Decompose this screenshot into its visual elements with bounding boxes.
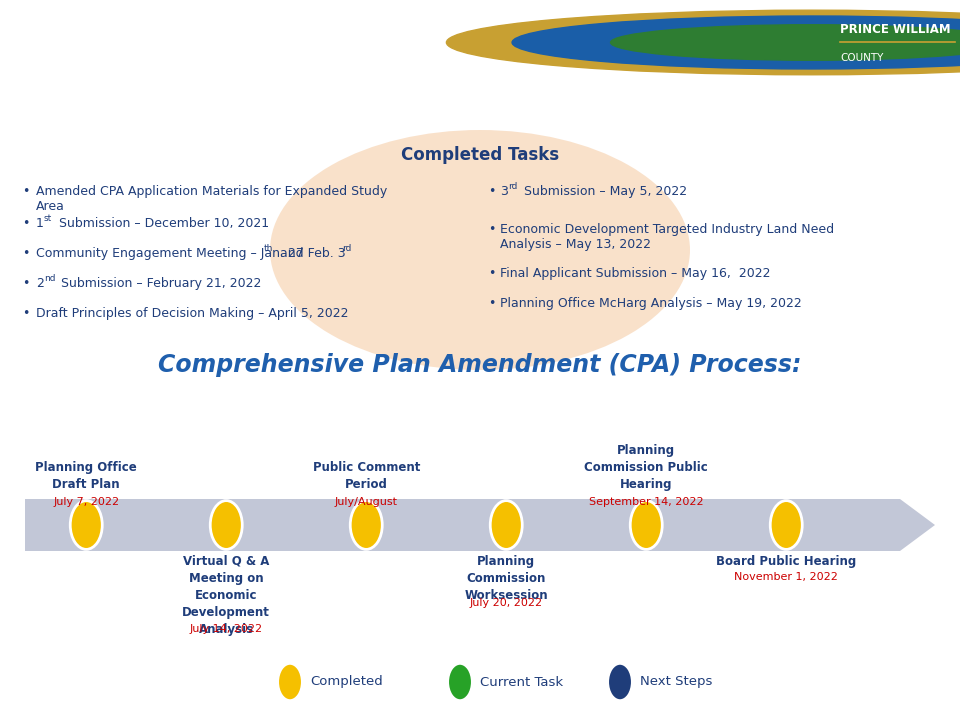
Text: •: • <box>22 247 30 260</box>
Circle shape <box>611 24 960 60</box>
Text: Submission – May 5, 2022: Submission – May 5, 2022 <box>520 185 687 198</box>
Text: COUNTY: COUNTY <box>840 53 883 63</box>
Text: Amended CPA Application Materials for Expanded Study
Area: Amended CPA Application Materials for Ex… <box>36 185 387 213</box>
Text: Next Steps: Next Steps <box>640 675 712 688</box>
Ellipse shape <box>210 500 242 549</box>
Text: July 14, 2022: July 14, 2022 <box>190 624 263 634</box>
Text: th: th <box>264 244 274 253</box>
Text: nd: nd <box>44 274 56 283</box>
Circle shape <box>512 16 960 69</box>
Text: Community Engagement Meeting – Jan. 27: Community Engagement Meeting – Jan. 27 <box>36 247 304 260</box>
Text: and Feb. 3: and Feb. 3 <box>276 247 346 260</box>
Text: Draft Principles of Decision Making – April 5, 2022: Draft Principles of Decision Making – Ap… <box>36 307 348 320</box>
Ellipse shape <box>350 500 382 549</box>
Text: September 14, 2022: September 14, 2022 <box>588 497 704 507</box>
Text: •: • <box>488 185 495 198</box>
Text: Comprehensive Plan Amendment (CPA) Process:: Comprehensive Plan Amendment (CPA) Proce… <box>158 353 802 377</box>
Text: Public Comment
Period: Public Comment Period <box>313 461 420 491</box>
Ellipse shape <box>70 500 103 549</box>
Ellipse shape <box>491 500 522 549</box>
Text: PRINCE WILLIAM: PRINCE WILLIAM <box>840 23 950 36</box>
Text: July 7, 2022: July 7, 2022 <box>53 497 119 507</box>
Text: Planning
Commission Public
Hearing: Planning Commission Public Hearing <box>585 444 708 491</box>
Text: 3: 3 <box>500 185 508 198</box>
Text: July/August: July/August <box>335 497 397 507</box>
Text: •: • <box>488 297 495 310</box>
Text: Planning Office
Draft Plan: Planning Office Draft Plan <box>36 461 137 491</box>
Text: 2: 2 <box>36 277 44 290</box>
Ellipse shape <box>448 664 472 701</box>
Text: Board Public Hearing: Board Public Hearing <box>716 555 856 568</box>
Text: •: • <box>488 223 495 236</box>
Text: Planning Office McHarg Analysis – May 19, 2022: Planning Office McHarg Analysis – May 19… <box>500 297 802 310</box>
Ellipse shape <box>608 664 632 701</box>
Text: •: • <box>22 307 30 320</box>
Text: Virtual Q & A
Meeting on
Economic
Development
Analysis: Virtual Q & A Meeting on Economic Develo… <box>182 555 270 636</box>
Text: Current Task: Current Task <box>480 675 564 688</box>
Text: •: • <box>22 217 30 230</box>
Text: Submission – February 21, 2022: Submission – February 21, 2022 <box>57 277 261 290</box>
Text: Completed Tasks: Completed Tasks <box>401 146 559 164</box>
Text: November 1, 2022: November 1, 2022 <box>734 572 838 582</box>
Text: CPA2021-00004, PW DIGITAL GATEWAY: CPA2021-00004, PW DIGITAL GATEWAY <box>24 34 601 60</box>
Text: st: st <box>44 214 52 223</box>
Text: •: • <box>22 277 30 290</box>
Text: Completed: Completed <box>310 675 383 688</box>
Text: July 20, 2022: July 20, 2022 <box>469 598 542 608</box>
Text: 1: 1 <box>36 217 44 230</box>
Circle shape <box>446 10 960 75</box>
Text: •: • <box>22 185 30 198</box>
Text: Submission – December 10, 2021: Submission – December 10, 2021 <box>55 217 269 230</box>
Polygon shape <box>25 499 935 551</box>
Ellipse shape <box>278 664 302 701</box>
Ellipse shape <box>631 500 662 549</box>
Text: rd: rd <box>508 182 517 191</box>
Ellipse shape <box>270 130 690 370</box>
Text: Final Applicant Submission – May 16,  2022: Final Applicant Submission – May 16, 202… <box>500 267 771 280</box>
Ellipse shape <box>770 500 803 549</box>
Text: •: • <box>488 267 495 280</box>
Text: Economic Development Targeted Industry Land Need
Analysis – May 13, 2022: Economic Development Targeted Industry L… <box>500 223 834 251</box>
Text: Planning
Commission
Worksession: Planning Commission Worksession <box>465 555 548 602</box>
Text: rd: rd <box>342 244 351 253</box>
